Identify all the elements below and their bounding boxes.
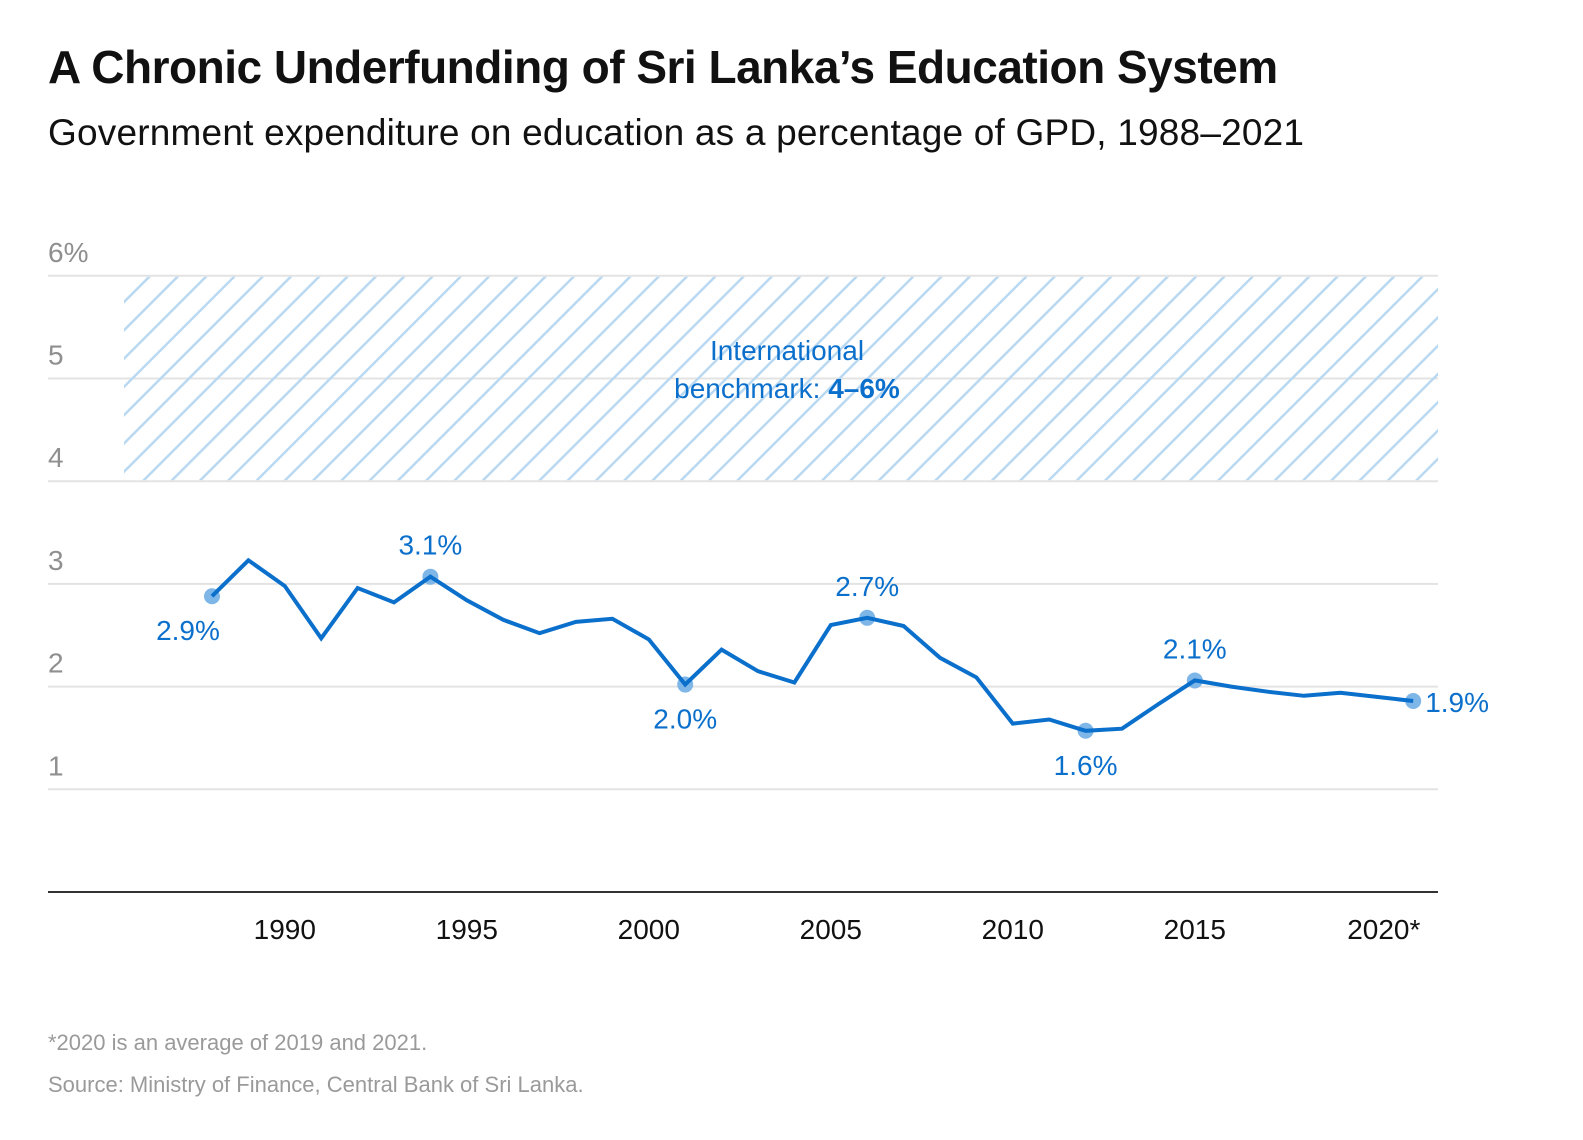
series-line-education-spending bbox=[210, 557, 1414, 733]
y-tick-label: 3 bbox=[48, 545, 64, 576]
y-tick-label: 6% bbox=[48, 237, 88, 268]
data-label-2021: 1.9% bbox=[1425, 687, 1489, 718]
y-axis-labels: 1 2 3 4 5 6% bbox=[48, 237, 88, 782]
y-tick-label: 2 bbox=[48, 648, 64, 679]
data-label-2015: 2.1% bbox=[1163, 633, 1227, 664]
chart-subtitle: Government expenditure on education as a… bbox=[48, 112, 1305, 153]
x-tick-label: 2000 bbox=[618, 914, 680, 945]
x-tick-label: 2020* bbox=[1347, 914, 1420, 945]
data-label-2006: 2.7% bbox=[835, 571, 899, 602]
y-tick-label: 5 bbox=[48, 340, 64, 371]
data-label-1994: 3.1% bbox=[398, 530, 462, 561]
x-tick-label: 1995 bbox=[436, 914, 498, 945]
data-labels: 2.9% 3.1% 2.0% 2.7% 1.6% 2.1% 1.9% bbox=[156, 530, 1489, 781]
benchmark-band bbox=[124, 276, 1438, 481]
x-tick-label: 2005 bbox=[800, 914, 862, 945]
x-tick-label: 1990 bbox=[254, 914, 316, 945]
benchmark-label-line2: benchmark: 4–6% bbox=[674, 373, 900, 404]
source-note: Source: Ministry of Finance, Central Ban… bbox=[48, 1072, 584, 1097]
data-label-2001: 2.0% bbox=[653, 704, 717, 735]
data-label-1988: 2.9% bbox=[156, 615, 220, 646]
data-label-2012: 1.6% bbox=[1054, 750, 1118, 781]
x-tick-label: 2010 bbox=[982, 914, 1044, 945]
y-tick-label: 4 bbox=[48, 442, 64, 473]
chart-title: A Chronic Underfunding of Sri Lanka’s Ed… bbox=[48, 41, 1278, 93]
benchmark-label-range: 4–6% bbox=[828, 373, 900, 404]
footnote: *2020 is an average of 2019 and 2021. bbox=[48, 1030, 428, 1055]
benchmark-label-prefix: benchmark: bbox=[674, 373, 828, 404]
x-axis-labels: 1990 1995 2000 2005 2010 2015 2020* bbox=[254, 914, 1421, 945]
benchmark-label-line1: International bbox=[710, 335, 864, 366]
y-tick-label: 1 bbox=[48, 750, 64, 781]
x-tick-label: 2015 bbox=[1164, 914, 1226, 945]
